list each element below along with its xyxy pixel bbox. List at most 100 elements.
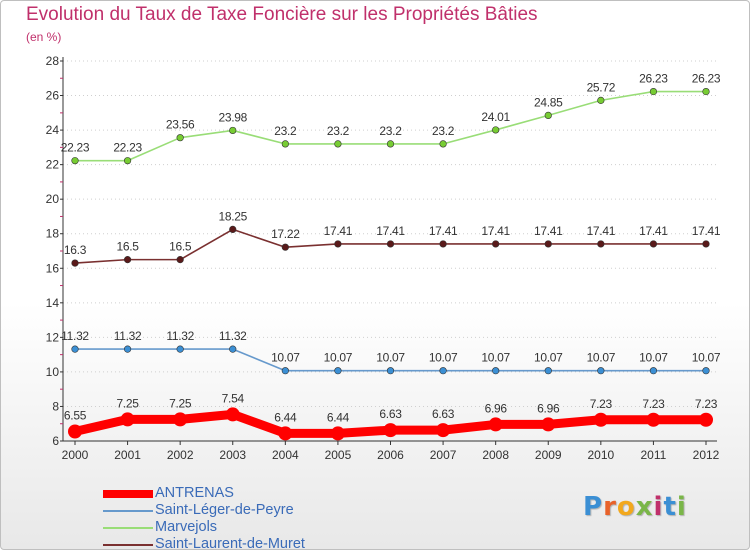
x-tick-label: 2005 bbox=[325, 448, 352, 462]
data-point bbox=[123, 256, 132, 264]
legend-label: Saint-Léger-de-Peyre bbox=[155, 502, 294, 518]
data-point bbox=[544, 367, 552, 375]
data-label: 11.32 bbox=[219, 329, 247, 343]
data-label: 23.2 bbox=[274, 124, 297, 138]
data-point bbox=[699, 412, 713, 427]
data-point bbox=[597, 240, 605, 248]
data-label: 17.41 bbox=[481, 224, 510, 238]
data-label: 6.63 bbox=[432, 407, 455, 421]
legend-swatch bbox=[103, 490, 153, 498]
logo-letter: r bbox=[603, 492, 617, 522]
data-label: 16.5 bbox=[117, 240, 140, 254]
data-label: 10.07 bbox=[324, 351, 353, 365]
data-label: 7.23 bbox=[642, 397, 665, 411]
data-label: 23.2 bbox=[327, 124, 350, 138]
data-point bbox=[281, 243, 289, 251]
logo-letter: o bbox=[616, 492, 636, 522]
data-label: 6.55 bbox=[64, 409, 87, 423]
data-point bbox=[436, 423, 451, 438]
data-point bbox=[593, 412, 608, 427]
data-point bbox=[334, 140, 342, 148]
data-point bbox=[71, 345, 79, 353]
x-tick-label: 2002 bbox=[167, 448, 194, 462]
x-tick-label: 2012 bbox=[693, 448, 720, 462]
x-tick-label: 2000 bbox=[62, 448, 89, 462]
data-point bbox=[225, 407, 240, 422]
data-label: 17.41 bbox=[324, 224, 353, 238]
data-point bbox=[649, 240, 658, 248]
data-label: 17.41 bbox=[429, 224, 458, 238]
y-tick-label: 12 bbox=[46, 330, 60, 344]
data-point bbox=[123, 345, 132, 353]
data-point bbox=[386, 367, 395, 375]
data-label: 11.32 bbox=[166, 329, 194, 343]
data-point bbox=[123, 157, 132, 165]
data-label: 6.44 bbox=[327, 410, 350, 424]
data-point bbox=[229, 345, 237, 353]
data-point bbox=[281, 367, 289, 375]
legend-swatch bbox=[103, 527, 153, 529]
y-tick-label: 10 bbox=[46, 365, 60, 379]
data-label: 16.3 bbox=[64, 243, 87, 257]
data-point bbox=[649, 87, 658, 96]
data-point bbox=[492, 240, 500, 248]
logo-letter: P bbox=[583, 492, 604, 522]
data-point bbox=[386, 140, 395, 148]
data-label: 10.07 bbox=[587, 351, 616, 365]
data-point bbox=[597, 367, 605, 375]
data-label: 10.07 bbox=[639, 351, 668, 365]
legend-label: ANTRENAS bbox=[155, 485, 234, 501]
data-point bbox=[386, 240, 395, 248]
y-tick-label: 16 bbox=[46, 261, 60, 275]
data-point bbox=[176, 345, 184, 353]
data-label: 26.23 bbox=[692, 72, 721, 86]
data-label: 18.25 bbox=[218, 209, 247, 223]
legend-label: Marvejols bbox=[155, 519, 218, 535]
data-point bbox=[278, 426, 293, 441]
data-label: 24.01 bbox=[481, 110, 510, 124]
data-point bbox=[71, 259, 79, 267]
data-point bbox=[439, 367, 447, 375]
x-tick-label: 2011 bbox=[641, 448, 667, 462]
data-point bbox=[488, 417, 503, 432]
data-point bbox=[229, 225, 237, 234]
y-tick-label: 22 bbox=[46, 158, 60, 172]
data-point bbox=[702, 240, 710, 248]
data-point bbox=[330, 426, 345, 441]
data-label: 10.07 bbox=[692, 351, 721, 365]
data-point bbox=[597, 96, 605, 104]
logo-letter: t bbox=[663, 492, 677, 522]
y-tick-label: 14 bbox=[46, 296, 60, 310]
legend-swatch bbox=[103, 544, 153, 546]
data-label: 23.2 bbox=[379, 124, 402, 138]
x-tick-label: 2003 bbox=[219, 448, 246, 462]
data-label: 11.32 bbox=[114, 329, 142, 343]
data-point bbox=[702, 367, 710, 375]
data-label: 11.32 bbox=[61, 329, 89, 343]
data-label: 16.5 bbox=[169, 240, 192, 254]
data-label: 23.56 bbox=[166, 118, 195, 132]
x-tick-label: 2010 bbox=[587, 448, 614, 462]
x-tick-label: 2007 bbox=[430, 448, 457, 462]
chart-title: Evolution du Taux de Taxe Foncière sur l… bbox=[26, 4, 538, 25]
data-point bbox=[439, 140, 447, 148]
logo-letter: x bbox=[635, 492, 654, 522]
data-point bbox=[68, 424, 82, 439]
data-label: 7.23 bbox=[695, 397, 718, 411]
logo-letter: i bbox=[676, 492, 687, 522]
data-label: 23.2 bbox=[432, 124, 455, 138]
x-tick-label: 2004 bbox=[272, 448, 299, 462]
data-label: 6.96 bbox=[485, 401, 508, 415]
data-label: 17.41 bbox=[639, 224, 668, 238]
x-tick-label: 2008 bbox=[482, 448, 509, 462]
data-point bbox=[176, 256, 184, 264]
data-label: 24.85 bbox=[534, 95, 563, 109]
x-tick-label: 2006 bbox=[377, 448, 404, 462]
data-label: 10.07 bbox=[376, 351, 405, 365]
data-label: 6.63 bbox=[379, 407, 402, 421]
data-label: 10.07 bbox=[481, 351, 510, 365]
data-label: 22.23 bbox=[61, 141, 90, 155]
data-label: 10.07 bbox=[534, 351, 563, 365]
data-point bbox=[229, 126, 237, 135]
